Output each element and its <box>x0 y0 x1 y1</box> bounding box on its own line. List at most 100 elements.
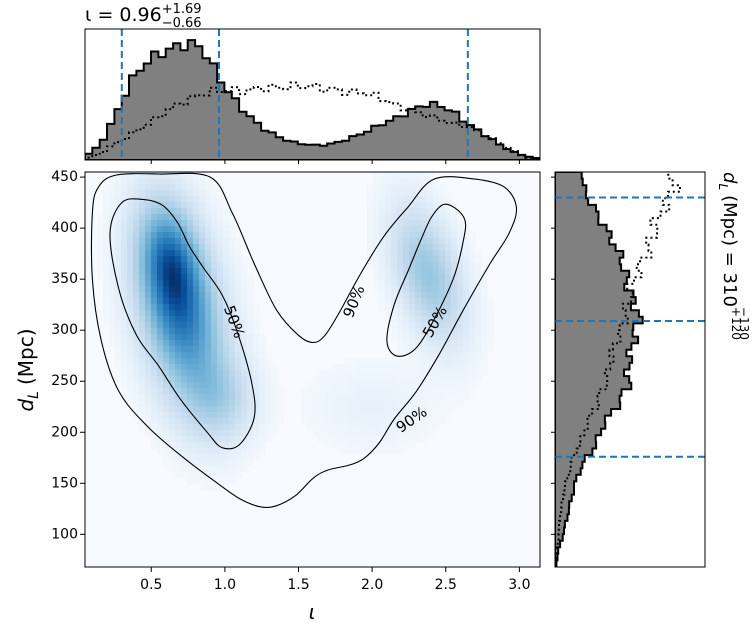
density-cell <box>121 226 128 233</box>
density-cell <box>175 232 182 239</box>
density-cell <box>343 424 350 431</box>
density-cell <box>103 226 110 233</box>
density-cell <box>217 352 224 359</box>
density-cell <box>199 202 206 209</box>
density-cell <box>133 250 140 257</box>
density-cell <box>469 328 476 335</box>
y-label-base: d <box>14 399 38 412</box>
density-cell <box>355 412 362 419</box>
density-cell <box>187 316 194 323</box>
density-cell <box>223 352 230 359</box>
density-cell <box>199 448 206 455</box>
density-cell <box>145 334 152 341</box>
density-cell <box>415 292 422 299</box>
density-cell <box>325 418 332 425</box>
density-cell <box>157 292 164 299</box>
density-cell <box>427 406 434 413</box>
density-cell <box>463 394 470 401</box>
density-cell <box>169 340 176 347</box>
top-title-prefix: ι = 0.96 <box>85 4 162 26</box>
density-cell <box>163 202 170 209</box>
density-cell <box>187 310 194 317</box>
density-cell <box>181 316 188 323</box>
density-cell <box>475 268 482 275</box>
top-title-sup: +1.69 <box>162 2 202 17</box>
density-cell <box>427 202 434 209</box>
density-cell <box>373 364 380 371</box>
density-cell <box>247 346 254 353</box>
density-cell <box>439 412 446 419</box>
density-cell <box>205 370 212 377</box>
density-cell <box>439 376 446 383</box>
density-cell <box>457 268 464 275</box>
density-cell <box>163 298 170 305</box>
density-cell <box>475 346 482 353</box>
density-cell <box>169 232 176 239</box>
density-cell <box>235 418 242 425</box>
density-cell <box>397 370 404 377</box>
density-cell <box>217 436 224 443</box>
density-cell <box>109 220 116 227</box>
density-cell <box>271 388 278 395</box>
density-cell <box>151 214 158 221</box>
density-cell <box>373 232 380 239</box>
density-cell <box>451 364 458 371</box>
density-cell <box>415 352 422 359</box>
density-cell <box>409 268 416 275</box>
density-cell <box>367 388 374 395</box>
density-cell <box>259 400 266 407</box>
density-cell <box>229 250 236 257</box>
density-cell <box>469 370 476 377</box>
density-cell <box>211 454 218 461</box>
density-cell <box>235 358 242 365</box>
density-cell <box>427 394 434 401</box>
density-cell <box>169 178 176 185</box>
density-cell <box>481 280 488 287</box>
density-cell <box>109 262 116 269</box>
density-cell <box>421 196 428 203</box>
density-cell <box>391 244 398 251</box>
density-cell <box>139 184 146 191</box>
density-cell <box>133 238 140 245</box>
density-cell <box>127 346 134 353</box>
density-cell <box>139 190 146 197</box>
density-cell <box>433 214 440 221</box>
density-cell <box>361 430 368 437</box>
density-cell <box>421 172 428 179</box>
density-cell <box>229 238 236 245</box>
density-cell <box>463 268 470 275</box>
density-cell <box>205 292 212 299</box>
density-cell <box>205 322 212 329</box>
density-cell <box>427 268 434 275</box>
density-cell <box>421 346 428 353</box>
density-cell <box>169 364 176 371</box>
density-cell <box>457 292 464 299</box>
density-cell <box>151 298 158 305</box>
density-cell <box>385 358 392 365</box>
density-cell <box>175 334 182 341</box>
density-cell <box>187 454 194 461</box>
density-cell <box>133 358 140 365</box>
density-cell <box>97 238 104 245</box>
density-cell <box>235 238 242 245</box>
density-cell <box>397 358 404 365</box>
density-cell <box>265 352 272 359</box>
density-cell <box>373 376 380 383</box>
density-cell <box>145 178 152 185</box>
density-cell <box>187 466 194 473</box>
density-cell <box>253 442 260 449</box>
density-cell <box>457 382 464 389</box>
density-cell <box>307 394 314 401</box>
density-cell <box>457 298 464 305</box>
density-cell <box>175 352 182 359</box>
density-cell <box>457 388 464 395</box>
density-cell <box>457 220 464 227</box>
density-cell <box>439 250 446 257</box>
density-cell <box>163 178 170 185</box>
density-cell <box>259 436 266 443</box>
density-cell <box>385 256 392 263</box>
density-cell <box>373 220 380 227</box>
density-cell <box>241 370 248 377</box>
density-cell <box>175 382 182 389</box>
density-cell <box>151 394 158 401</box>
